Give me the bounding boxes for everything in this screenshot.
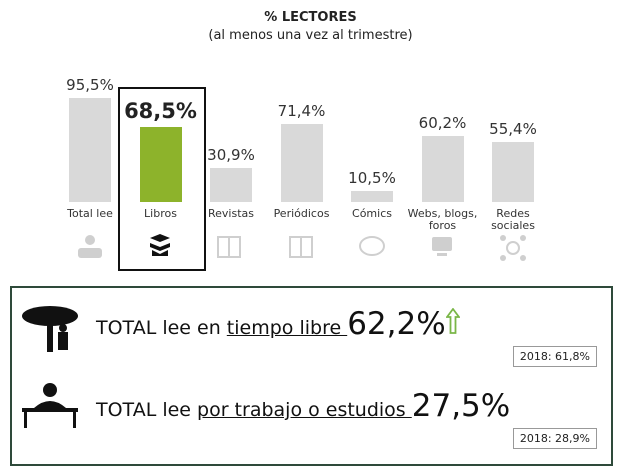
category-label: Periódicos <box>273 207 330 220</box>
bar <box>139 127 182 202</box>
category-label: Redes sociales <box>491 207 535 232</box>
value-label: 30,9% <box>207 146 255 165</box>
row-prefix: TOTAL lee <box>96 399 198 421</box>
category-label: Total lee <box>67 207 113 220</box>
totals-panel: TOTAL lee en tiempo libre 62,2% 2018: 61,… <box>10 286 613 466</box>
row-underlined: tiempo libre <box>226 317 348 339</box>
previous-value: 2018: 61,8% <box>512 346 597 367</box>
bar <box>421 136 464 202</box>
value-label: 95,5% <box>66 75 114 94</box>
bar <box>280 124 323 202</box>
value-label: 10,5% <box>348 168 396 187</box>
row-value: 62,2% <box>347 306 446 342</box>
row-value: 27,5% <box>411 388 511 424</box>
row-prefix: TOTAL lee en <box>96 317 227 339</box>
bar <box>210 168 252 202</box>
highlight-box <box>117 87 206 271</box>
trend-arrow <box>444 307 461 334</box>
panel-icons <box>22 306 78 428</box>
previous-value: 2018: 28,9% <box>512 428 597 449</box>
value-label: 60,2% <box>418 114 467 133</box>
value-label: 71,4% <box>277 102 326 121</box>
bar <box>351 190 393 202</box>
value-label: 55,4% <box>489 119 537 138</box>
bar <box>69 97 111 202</box>
row-text: TOTAL lee en tiempo libre 62,2% <box>96 306 461 342</box>
row-text: TOTAL lee por trabajo o estudios 27,5% <box>96 388 510 424</box>
category-label: Revistas <box>208 207 254 220</box>
category-label: Webs, blogs, foros <box>407 207 478 232</box>
category-label: Cómics <box>352 207 392 220</box>
row-underlined: por trabajo o estudios <box>197 399 412 421</box>
chart-title: % LECTORES <box>264 10 357 25</box>
category-label: Libros <box>144 207 177 220</box>
value-label: 68,5% <box>124 99 197 124</box>
bar <box>492 141 534 202</box>
chart-subtitle: (al menos una vez al trimestre) <box>208 28 413 43</box>
category-icons <box>78 234 526 261</box>
